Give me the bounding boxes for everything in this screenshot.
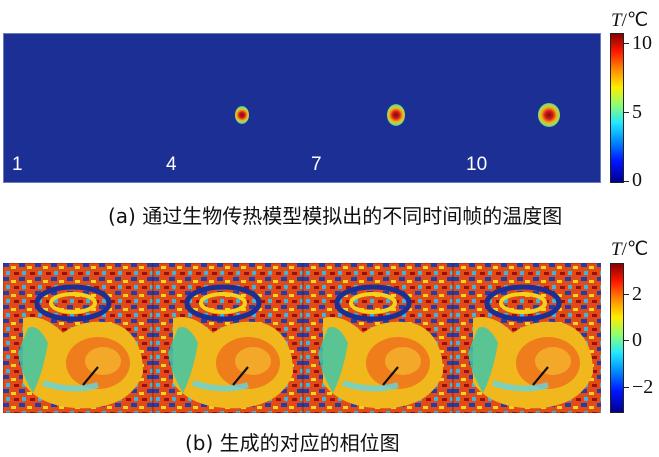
frame-label-4: 4 [166,154,177,175]
hotspot-frame-7 [387,104,405,126]
phase-map-panel [3,263,601,413]
colorbar-a-tick-label: 0 [632,169,642,191]
colorbar-b-tick [624,387,629,388]
colorbar-b-tick-label: 2 [632,283,642,305]
colorbar-a-tick-label: 5 [632,101,642,123]
colorbar-b-tick-label: −2 [632,376,654,398]
frame-label-10: 10 [466,154,488,175]
colorbar-b-tick [624,294,629,295]
hotspot-frame-4 [235,106,249,124]
colorbar-a [610,33,624,183]
colorbar-a-tick-label: 10 [632,32,652,54]
colorbar-b-tick-label: 0 [632,329,642,351]
colorbar-a-tick [624,43,629,44]
colorbar-a-tick [624,181,629,182]
colorbar-b-tick [624,340,629,341]
hotspot-frame-10 [538,103,560,127]
colorbar-a-unit: T/℃ [611,10,649,31]
colorbar-b-unit: T/℃ [611,239,649,260]
frame-label-7: 7 [311,154,322,175]
colorbar-a-tick [624,112,629,113]
frame-label-1: 1 [12,154,23,175]
caption-a: (a) 通过生物传热模型模拟出的不同时间帧的温度图 [108,204,563,228]
colorbar-b [610,263,624,413]
temperature-map-panel: 1 4 7 10 [3,33,601,183]
phase-map-image [3,263,601,413]
caption-b: (b) 生成的对应的相位图 [185,431,400,455]
